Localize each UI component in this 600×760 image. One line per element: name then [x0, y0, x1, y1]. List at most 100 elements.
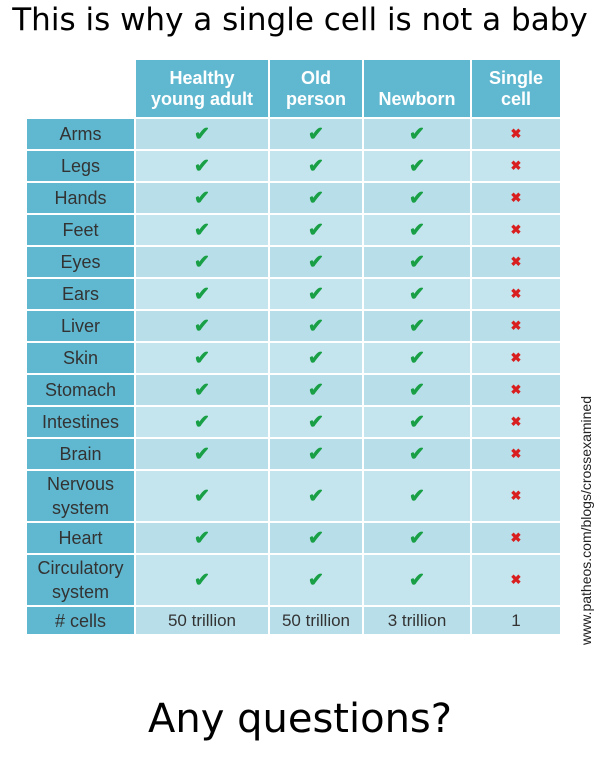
check-icon: ✔: [409, 219, 425, 241]
table-row: Liver ✔ ✔ ✔ ✖: [25, 309, 562, 343]
cross-icon: ✖: [510, 126, 522, 141]
source-credit: www.patheos.com/blogs/crossexamined: [578, 395, 594, 645]
cell-count-value: 1: [470, 605, 562, 636]
table-cell: ✖: [470, 117, 562, 151]
check-icon: ✔: [308, 569, 324, 591]
table-row: Feet ✔ ✔ ✔ ✖: [25, 213, 562, 247]
cross-icon: ✖: [510, 530, 522, 545]
table-cell: ✖: [470, 341, 562, 375]
column-header-line: Single: [488, 67, 543, 88]
cross-icon: ✖: [510, 158, 522, 173]
table-cell: ✔: [362, 277, 472, 311]
check-icon: ✔: [308, 123, 324, 145]
row-label-line: Nervous: [46, 474, 115, 494]
column-header-line: person: [285, 88, 346, 109]
table-row: Brain ✔ ✔ ✔ ✖: [25, 437, 562, 471]
table-cell: ✔: [268, 149, 364, 183]
row-label: Skin: [25, 341, 136, 375]
check-icon: ✔: [194, 123, 210, 145]
cell-count-row: # cells 50 trillion 50 trillion 3 trillion 1: [25, 605, 562, 636]
table-cell: ✖: [470, 373, 562, 407]
table-row: Eyes ✔ ✔ ✔ ✖: [25, 245, 562, 279]
table-cell: ✔: [268, 469, 364, 523]
table-cell: ✔: [362, 553, 472, 607]
check-icon: ✔: [194, 527, 210, 549]
row-label-line: system: [51, 498, 109, 518]
check-icon: ✔: [409, 347, 425, 369]
cell-count-value: 3 trillion: [362, 605, 472, 636]
table-cell: ✔: [134, 245, 270, 279]
column-header: Newborn: [362, 58, 472, 119]
row-label-line: Hands: [54, 188, 107, 208]
check-icon: ✔: [409, 411, 425, 433]
table-cell: ✔: [362, 437, 472, 471]
row-label: Brain: [25, 437, 136, 471]
table-row: Stomach ✔ ✔ ✔ ✖: [25, 373, 562, 407]
page-title: This is why a single cell is not a baby: [12, 2, 588, 38]
check-icon: ✔: [409, 155, 425, 177]
corner-cell: [25, 58, 136, 119]
check-icon: ✔: [194, 251, 210, 273]
table-cell: ✔: [362, 309, 472, 343]
table-cell: ✔: [362, 181, 472, 215]
check-icon: ✔: [308, 187, 324, 209]
check-icon: ✔: [409, 485, 425, 507]
column-header-line: young adult: [151, 88, 253, 109]
table-cell: ✔: [362, 341, 472, 375]
check-icon: ✔: [409, 379, 425, 401]
table-cell: ✔: [362, 213, 472, 247]
column-header: Single cell: [470, 58, 562, 119]
cross-icon: ✖: [510, 350, 522, 365]
row-label: Ears: [25, 277, 136, 311]
check-icon: ✔: [409, 251, 425, 273]
table-cell: ✖: [470, 245, 562, 279]
table-cell: ✔: [134, 309, 270, 343]
row-label: Stomach: [25, 373, 136, 407]
cross-icon: ✖: [510, 488, 522, 503]
table-row: Circulatory system ✔ ✔ ✔ ✖: [25, 553, 562, 607]
row-label-line: Skin: [62, 348, 98, 368]
table-cell: ✔: [268, 437, 364, 471]
table-cell: ✔: [134, 117, 270, 151]
table-row: Ears ✔ ✔ ✔ ✖: [25, 277, 562, 311]
check-icon: ✔: [409, 187, 425, 209]
cross-icon: ✖: [510, 318, 522, 333]
row-label: Nervous system: [25, 469, 136, 523]
table-cell: ✔: [268, 213, 364, 247]
check-icon: ✔: [409, 283, 425, 305]
row-label-line: Eyes: [60, 252, 101, 272]
table-cell: ✔: [362, 373, 472, 407]
cell-count-value: 50 trillion: [134, 605, 270, 636]
table-cell: ✔: [362, 521, 472, 555]
check-icon: ✔: [308, 315, 324, 337]
cross-icon: ✖: [510, 190, 522, 205]
table-row: Hands ✔ ✔ ✔ ✖: [25, 181, 562, 215]
row-label: Circulatory system: [25, 553, 136, 607]
check-icon: ✔: [308, 443, 324, 465]
table-cell: ✔: [268, 245, 364, 279]
footer-caption: Any questions?: [148, 696, 452, 742]
column-header-line: cell: [500, 88, 532, 109]
table-cell: ✔: [134, 437, 270, 471]
check-icon: ✔: [194, 569, 210, 591]
table-cell: ✔: [134, 149, 270, 183]
table-row: Arms ✔ ✔ ✔ ✖: [25, 117, 562, 151]
row-label-line: Brain: [59, 444, 102, 464]
check-icon: ✔: [308, 283, 324, 305]
row-label: Feet: [25, 213, 136, 247]
table-row: Heart ✔ ✔ ✔ ✖: [25, 521, 562, 555]
check-icon: ✔: [409, 569, 425, 591]
check-icon: ✔: [308, 251, 324, 273]
table-cell: ✖: [470, 309, 562, 343]
check-icon: ✔: [308, 219, 324, 241]
table-cell: ✔: [362, 469, 472, 523]
row-label: Legs: [25, 149, 136, 183]
cross-icon: ✖: [510, 414, 522, 429]
column-header-line: Newborn: [378, 88, 456, 109]
row-label-line: Ears: [61, 284, 99, 304]
row-label-line: Circulatory: [37, 558, 124, 578]
table-row: Intestines ✔ ✔ ✔ ✖: [25, 405, 562, 439]
table-cell: ✔: [268, 405, 364, 439]
table-cell: ✔: [134, 341, 270, 375]
table-cell: ✔: [268, 341, 364, 375]
